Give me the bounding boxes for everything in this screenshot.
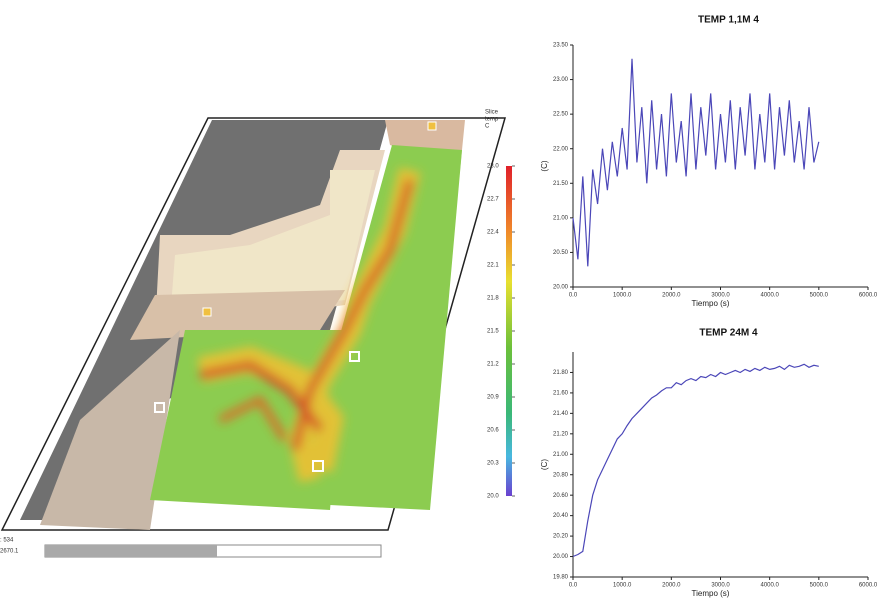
y-tick-label: 21.80 xyxy=(553,370,569,376)
y-tick-label: 21.00 xyxy=(553,452,569,458)
progress-fill xyxy=(45,545,217,557)
y-tick-label: 20.50 xyxy=(553,250,569,256)
colorbar-ticks: 23.0 22.7 22.4 22.1 21.8 21.5 21.2 20.9 20.6 20.3… xyxy=(487,164,515,500)
time-label: 2670.1 xyxy=(0,549,19,555)
y-tick-label: 22.50 xyxy=(553,112,569,118)
y-tick-label: 23.00 xyxy=(553,77,569,83)
colorbar-tick-label: 20.3 xyxy=(487,461,499,467)
x-tick-label: 6000.0 xyxy=(859,293,878,299)
chart-title: TEMP 24M 4 xyxy=(699,328,758,339)
colorbar-tick-label: 20.6 xyxy=(487,428,499,434)
y-tick-label: 21.60 xyxy=(553,390,569,396)
charts: TEMP 1,1M 4 20.00 20.50 21.00 21.50 22.00 22.5… xyxy=(540,15,878,598)
y-tick-label: 21.50 xyxy=(553,181,569,187)
x-axis-label: Tiempo (s) xyxy=(692,299,730,308)
x-tick-label: 2000.0 xyxy=(662,583,681,589)
y-tick-label: 21.20 xyxy=(553,431,569,437)
y-axis-label: (C) xyxy=(540,160,549,171)
y-tick-label: 20.00 xyxy=(553,285,569,291)
colorbar-title: temp xyxy=(485,117,499,123)
x-tick-label: 3000.0 xyxy=(711,583,730,589)
colorbar-tick-label: 20.0 xyxy=(487,494,499,500)
colorbar-tick-label: 20.9 xyxy=(487,395,499,401)
y-tick-label: 21.00 xyxy=(553,215,569,221)
data-line xyxy=(572,58,820,267)
colorbar-tick-label: 22.4 xyxy=(487,230,499,236)
x-tick-label: 2000.0 xyxy=(662,293,681,299)
colorbar-tick-label: 21.2 xyxy=(487,362,499,368)
y-tick-label: 20.80 xyxy=(553,472,569,478)
colorbar-title: C xyxy=(485,124,490,130)
x-tick-label: 0.0 xyxy=(569,293,578,299)
colorbar xyxy=(506,166,512,496)
y-tick-label: 22.00 xyxy=(553,146,569,152)
y-tick-label: 20.00 xyxy=(553,554,569,560)
x-tick-label: 6000.0 xyxy=(859,583,878,589)
y-tick-label: 20.40 xyxy=(553,513,569,519)
chart-title: TEMP 1,1M 4 xyxy=(698,15,759,26)
x-tick-label: 1000.0 xyxy=(613,583,632,589)
scene-view xyxy=(0,117,506,531)
x-tick-label: 4000.0 xyxy=(760,293,779,299)
x-tick-label: 0.0 xyxy=(569,583,578,589)
y-axis-label: (C) xyxy=(540,459,549,470)
x-axis-label: Tiempo (s) xyxy=(692,589,730,598)
colorbar-tick-label: 22.1 xyxy=(487,263,499,269)
x-tick-label: 5000.0 xyxy=(810,583,829,589)
x-tick-label: 1000.0 xyxy=(613,293,632,299)
x-tick-label: 3000.0 xyxy=(711,293,730,299)
colorbar-tick-label: 22.7 xyxy=(487,197,499,203)
data-line xyxy=(572,363,819,558)
y-tick-label: 23.50 xyxy=(553,43,569,49)
y-tick-label: 20.20 xyxy=(553,534,569,540)
y-tick-label: 21.40 xyxy=(553,411,569,417)
colorbar-tick-label: 21.8 xyxy=(487,296,499,302)
colorbar-title: Slice xyxy=(485,110,499,116)
y-tick-label: 19.80 xyxy=(553,575,569,581)
x-tick-label: 5000.0 xyxy=(810,293,829,299)
frame-label: : 534 xyxy=(0,538,14,544)
y-tick-label: 20.60 xyxy=(553,493,569,499)
colorbar-tick-label: 23.0 xyxy=(487,164,499,170)
x-tick-label: 4000.0 xyxy=(760,583,779,589)
colorbar-tick-label: 21.5 xyxy=(487,329,499,335)
